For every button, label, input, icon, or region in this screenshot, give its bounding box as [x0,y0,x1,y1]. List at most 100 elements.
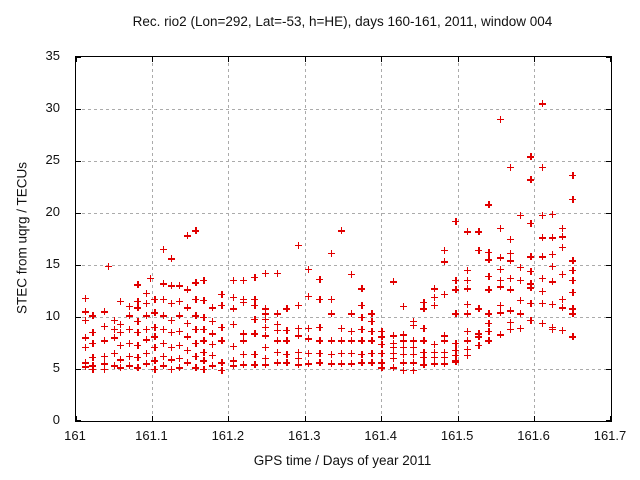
data-point-marker [538,275,546,283]
data-point-marker [358,325,366,333]
y-axis-label: STEC from uqrg / TECUs [14,161,30,315]
data-point-marker [218,337,226,345]
tick-mark [606,264,611,266]
data-point-marker [304,360,312,368]
data-point-marker [389,343,397,351]
data-point-marker [516,263,524,271]
tick-mark [228,416,230,421]
data-point-marker [304,349,312,357]
data-point-marker [262,305,270,313]
data-point-marker [327,250,335,258]
data-point-marker [358,337,366,345]
data-point-marker [110,325,118,333]
data-point-marker [527,219,535,227]
data-point-marker [175,355,183,363]
data-point-marker [506,318,514,326]
data-point-marker [168,343,176,351]
data-point-marker [337,227,345,235]
v-gridline [457,57,459,421]
v-gridline [151,57,153,421]
data-point-marker [485,319,493,327]
tick-mark [381,416,383,421]
data-point-marker [316,349,324,357]
x-tick-label: 161.7 [593,428,627,443]
x-tick-label: 161.2 [211,428,245,443]
data-point-marker [452,277,460,285]
data-point-marker [200,313,208,321]
data-point-marker [569,172,577,180]
data-point-marker [208,362,216,370]
data-point-marker [175,312,183,320]
tick-mark [606,368,611,370]
data-point-marker [110,362,118,370]
data-point-marker [485,310,493,318]
data-point-marker [485,201,493,209]
data-point-marker [337,324,345,332]
v-gridline [228,57,230,421]
data-point-marker [485,256,493,264]
data-point-marker [475,341,483,349]
data-point-marker [516,324,524,332]
data-point-marker [527,284,535,292]
tick-mark [304,57,306,62]
y-tick-label: 25 [45,152,60,167]
data-point-marker [452,339,460,347]
data-point-marker [368,349,376,357]
data-point-marker [463,285,471,293]
data-point-marker [548,251,556,259]
data-point-marker [251,315,259,323]
y-tick-label: 20 [45,204,60,219]
data-point-marker [304,265,312,273]
data-point-marker [116,297,124,305]
data-point-marker [327,360,335,368]
tick-mark [606,108,611,110]
data-point-marker [192,339,200,347]
tick-mark [76,108,81,110]
data-point-marker [134,341,142,349]
tick-mark [304,416,306,421]
data-point-marker [516,211,524,219]
data-point-marker [430,302,438,310]
data-point-marker [218,290,226,298]
data-point-marker [327,295,335,303]
data-point-marker [485,272,493,280]
data-point-marker [358,313,366,321]
data-point-marker [142,289,150,297]
data-point-marker [229,320,237,328]
data-point-marker [569,266,577,274]
data-point-marker [440,332,448,340]
tick-mark [76,416,77,421]
tick-mark [151,416,153,421]
data-point-marker [496,283,504,291]
data-point-marker [337,337,345,345]
data-point-marker [81,363,89,371]
data-point-marker [475,246,483,254]
tick-mark [76,420,81,421]
data-point-marker [100,353,108,361]
data-point-marker [283,359,291,367]
data-point-marker [496,331,504,339]
data-point-marker [506,275,514,283]
data-point-marker [389,332,397,340]
v-gridline [381,57,383,421]
data-point-marker [81,334,89,342]
data-point-marker [452,286,460,294]
data-point-marker [409,317,417,325]
data-point-marker [184,304,192,312]
tick-mark [457,57,459,62]
data-point-marker [527,267,535,275]
y-tick-label: 15 [45,256,60,271]
data-point-marker [151,295,159,303]
data-point-marker [389,349,397,357]
data-point-marker [175,328,183,336]
data-point-marker [262,355,270,363]
data-point-marker [229,305,237,313]
data-point-marker [262,310,270,318]
data-point-marker [569,333,577,341]
data-point-marker [126,325,133,333]
data-point-marker [294,324,302,332]
data-point-marker [168,356,176,364]
x-tick-label: 161.1 [135,428,168,443]
data-point-marker [569,195,577,203]
data-point-marker [516,277,524,285]
